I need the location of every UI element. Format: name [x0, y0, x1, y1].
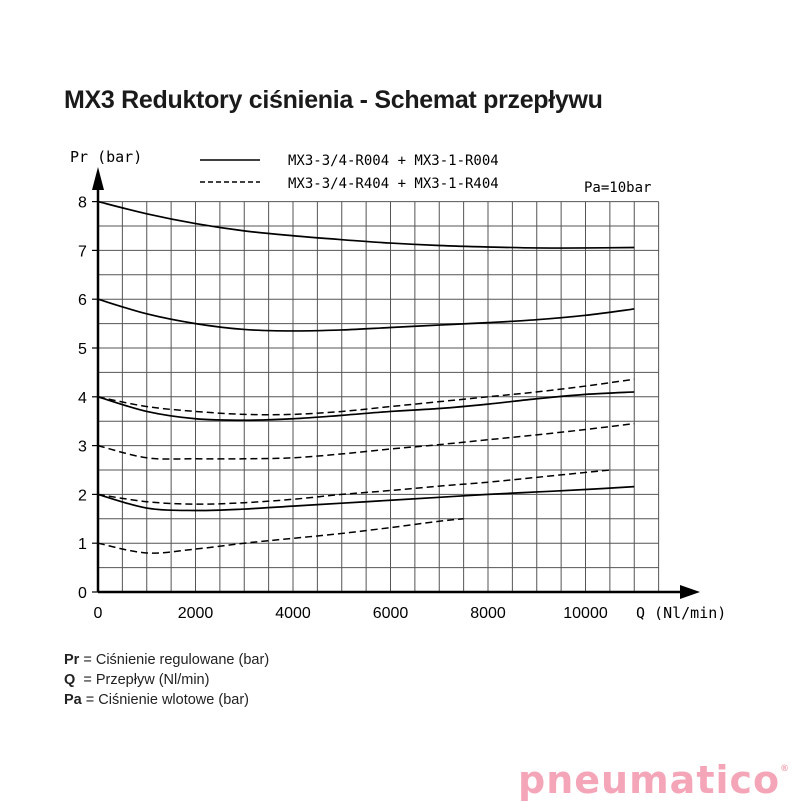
glossary-term: Pa: [64, 692, 82, 708]
y-tick-label: 5: [78, 341, 87, 358]
y-axis-arrow-icon: [92, 167, 104, 190]
curve-dashed: [97, 518, 464, 554]
y-tick-label: 3: [78, 439, 87, 456]
x-tick-label: 8000: [470, 605, 506, 622]
glossary-sep: =: [75, 672, 96, 688]
glossary: Pr = Ciśnienie regulowane (bar) Q = Prze…: [64, 650, 269, 710]
curve-solid: [97, 200, 635, 249]
chart-grid: [98, 201, 660, 592]
y-tick-label: 7: [78, 243, 87, 260]
logo-text: pneumatico: [518, 758, 781, 802]
x-tick-labels: 0 2000 4000 6000 8000 10000: [94, 605, 608, 622]
brand-logo: pneumatico®: [518, 758, 790, 802]
curve-solid: [97, 485, 635, 512]
glossary-term: Pr: [64, 652, 80, 668]
glossary-desc: Ciśnienie regulowane (bar): [95, 652, 270, 668]
glossary-row-pr: Pr = Ciśnienie regulowane (bar): [64, 650, 269, 670]
y-axis-label: Pr (bar): [70, 148, 142, 166]
glossary-row-q: Q = Przepływ (Nl/min): [64, 670, 269, 690]
glossary-sep: =: [79, 652, 96, 668]
curve-dashed: [97, 422, 635, 460]
glossary-term: Q: [64, 672, 76, 688]
x-axis-label: Q (Nl/min): [636, 604, 726, 622]
glossary-row-pa: Pa = Ciśnienie wlotowe (bar): [64, 690, 269, 710]
curve-dashed: [97, 469, 610, 505]
glossary-desc: Ciśnienie wlotowe (bar): [98, 692, 249, 708]
x-tick-label: 0: [94, 605, 103, 622]
y-tick-label: 2: [78, 487, 87, 504]
y-tick-label: 1: [78, 536, 87, 553]
curve-solid: [97, 391, 635, 422]
glossary-desc: Przepływ (Nl/min): [95, 672, 210, 688]
y-tick-labels: 0 1 2 3 4 5 6 7 8: [78, 195, 98, 602]
legend-solid-label: MX3-3/4-R004 + MX3-1-R004: [288, 153, 499, 169]
legend-dashed-label: MX3-3/4-R404 + MX3-1-R404: [288, 176, 499, 192]
glossary-sep: =: [81, 692, 99, 708]
x-axis-arrow-icon: [680, 585, 700, 599]
x-tick-label: 2000: [178, 605, 214, 622]
y-tick-label: 0: [78, 585, 87, 602]
x-tick-label: 10000: [563, 605, 608, 622]
y-tick-label: 6: [78, 292, 87, 309]
y-tick-label: 4: [78, 390, 87, 407]
inlet-pressure-annotation: Pa=10bar: [584, 180, 651, 196]
chart-curves: [97, 200, 635, 554]
curve-dashed: [97, 378, 635, 416]
registered-mark-icon: ®: [780, 764, 791, 774]
page-title: MX3 Reduktory ciśnienia - Schemat przepł…: [64, 86, 603, 114]
x-tick-label: 4000: [275, 605, 311, 622]
x-tick-label: 6000: [373, 605, 409, 622]
curve-solid: [97, 298, 635, 332]
y-tick-label: 8: [78, 195, 87, 212]
